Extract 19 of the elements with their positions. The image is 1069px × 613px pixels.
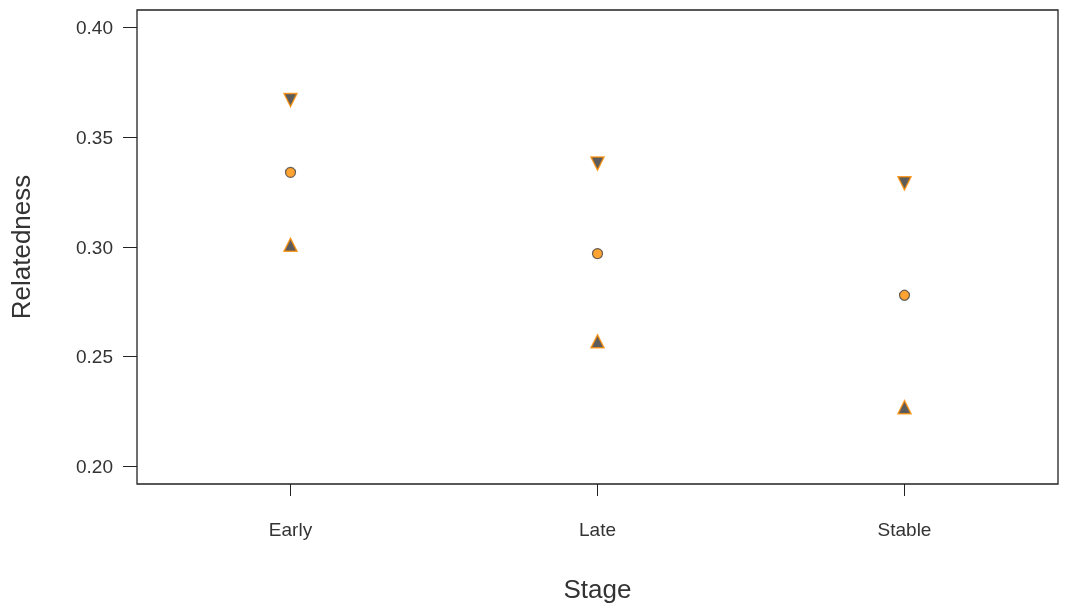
y-tick-label: 0.25 [76,346,113,368]
y-tick-label: 0.20 [76,455,113,477]
point [283,92,298,108]
point [283,237,298,253]
point [590,334,605,349]
x-tick-label: Late [579,519,616,540]
point [897,176,912,191]
x-tick-label: Stable [877,519,932,540]
point [284,166,297,178]
x-axis-title: Stage [563,574,632,604]
y-tick-label: 0.40 [76,17,113,39]
x-tick-label: Early [268,519,313,540]
point [898,289,911,301]
y-tick-label: 0.30 [76,236,113,258]
point [590,156,605,171]
y-axis-title: Relatedness [6,174,36,320]
point [897,399,912,415]
y-tick-label: 0.35 [76,126,113,148]
point [591,247,604,260]
